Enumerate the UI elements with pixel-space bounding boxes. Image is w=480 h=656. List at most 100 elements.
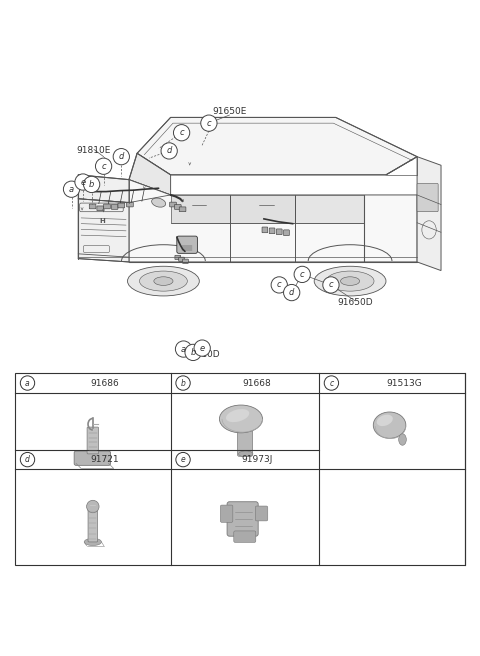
Text: b: b	[191, 348, 196, 357]
Polygon shape	[295, 195, 364, 222]
Circle shape	[175, 341, 192, 358]
FancyBboxPatch shape	[179, 207, 186, 212]
Text: d: d	[289, 288, 294, 297]
Text: 91668: 91668	[242, 379, 271, 388]
Ellipse shape	[326, 271, 374, 291]
Ellipse shape	[314, 266, 386, 296]
Text: d: d	[25, 455, 30, 464]
FancyBboxPatch shape	[169, 202, 176, 207]
Polygon shape	[78, 175, 170, 203]
FancyBboxPatch shape	[262, 227, 268, 233]
FancyBboxPatch shape	[87, 427, 98, 454]
Circle shape	[20, 453, 35, 467]
Circle shape	[84, 176, 100, 193]
Circle shape	[161, 143, 177, 159]
FancyBboxPatch shape	[74, 451, 110, 465]
Circle shape	[173, 125, 190, 141]
FancyBboxPatch shape	[118, 203, 125, 208]
Polygon shape	[417, 157, 441, 270]
Text: 91686: 91686	[90, 379, 119, 388]
Circle shape	[176, 376, 190, 390]
Polygon shape	[78, 199, 129, 262]
Polygon shape	[137, 117, 417, 175]
Text: a: a	[25, 379, 30, 388]
Circle shape	[271, 277, 288, 293]
Polygon shape	[230, 195, 295, 222]
Text: a: a	[181, 344, 186, 354]
Text: e: e	[180, 455, 185, 464]
FancyBboxPatch shape	[269, 228, 275, 234]
Text: 91650D: 91650D	[337, 298, 372, 306]
Circle shape	[20, 376, 35, 390]
Circle shape	[176, 453, 190, 467]
Text: c: c	[329, 280, 333, 289]
FancyBboxPatch shape	[127, 202, 133, 207]
Polygon shape	[129, 154, 170, 195]
Text: c: c	[206, 119, 211, 128]
Polygon shape	[170, 195, 230, 222]
Circle shape	[324, 376, 338, 390]
Text: b: b	[89, 180, 94, 189]
Ellipse shape	[128, 266, 199, 296]
Circle shape	[96, 158, 112, 174]
Text: c: c	[300, 270, 304, 279]
FancyBboxPatch shape	[179, 257, 184, 262]
Text: c: c	[101, 162, 106, 171]
Ellipse shape	[84, 539, 101, 546]
FancyBboxPatch shape	[88, 508, 97, 542]
Text: 91513G: 91513G	[386, 379, 422, 388]
Circle shape	[294, 266, 311, 283]
Text: c: c	[180, 128, 184, 137]
Ellipse shape	[377, 415, 393, 426]
Text: d: d	[167, 146, 172, 155]
Ellipse shape	[399, 434, 406, 445]
Text: b: b	[180, 379, 185, 388]
Circle shape	[75, 174, 91, 190]
Ellipse shape	[239, 451, 253, 457]
FancyBboxPatch shape	[220, 505, 233, 522]
Polygon shape	[129, 180, 417, 262]
Text: 91721: 91721	[90, 455, 119, 464]
FancyBboxPatch shape	[227, 502, 258, 536]
Ellipse shape	[140, 271, 187, 291]
Text: 91973J: 91973J	[241, 455, 273, 464]
Circle shape	[201, 115, 217, 131]
Circle shape	[185, 344, 201, 361]
Ellipse shape	[219, 405, 263, 433]
Text: e: e	[200, 344, 205, 353]
Text: 91810E: 91810E	[77, 146, 111, 155]
FancyBboxPatch shape	[255, 506, 268, 521]
Text: e: e	[81, 178, 85, 186]
Circle shape	[323, 277, 339, 293]
Ellipse shape	[373, 412, 406, 438]
FancyBboxPatch shape	[104, 204, 110, 209]
Circle shape	[194, 340, 210, 356]
FancyBboxPatch shape	[238, 424, 252, 457]
Ellipse shape	[226, 409, 249, 422]
Circle shape	[63, 181, 80, 197]
Ellipse shape	[340, 277, 360, 285]
Text: c: c	[277, 280, 282, 289]
FancyBboxPatch shape	[234, 531, 256, 543]
FancyBboxPatch shape	[276, 229, 282, 235]
FancyBboxPatch shape	[89, 204, 96, 209]
Circle shape	[113, 148, 130, 165]
FancyBboxPatch shape	[177, 236, 197, 253]
Circle shape	[86, 501, 99, 513]
FancyBboxPatch shape	[97, 206, 104, 211]
Ellipse shape	[154, 277, 173, 285]
Text: H: H	[100, 218, 106, 224]
FancyBboxPatch shape	[284, 230, 289, 236]
Text: a: a	[69, 185, 74, 194]
Text: 91810D: 91810D	[184, 350, 219, 359]
FancyBboxPatch shape	[182, 259, 188, 264]
FancyBboxPatch shape	[175, 255, 180, 260]
FancyBboxPatch shape	[174, 205, 181, 209]
Circle shape	[284, 285, 300, 300]
Text: 91650E: 91650E	[212, 107, 247, 116]
FancyBboxPatch shape	[417, 184, 438, 212]
FancyBboxPatch shape	[111, 205, 118, 209]
Text: c: c	[329, 379, 334, 388]
Ellipse shape	[152, 198, 166, 207]
Text: d: d	[119, 152, 124, 161]
